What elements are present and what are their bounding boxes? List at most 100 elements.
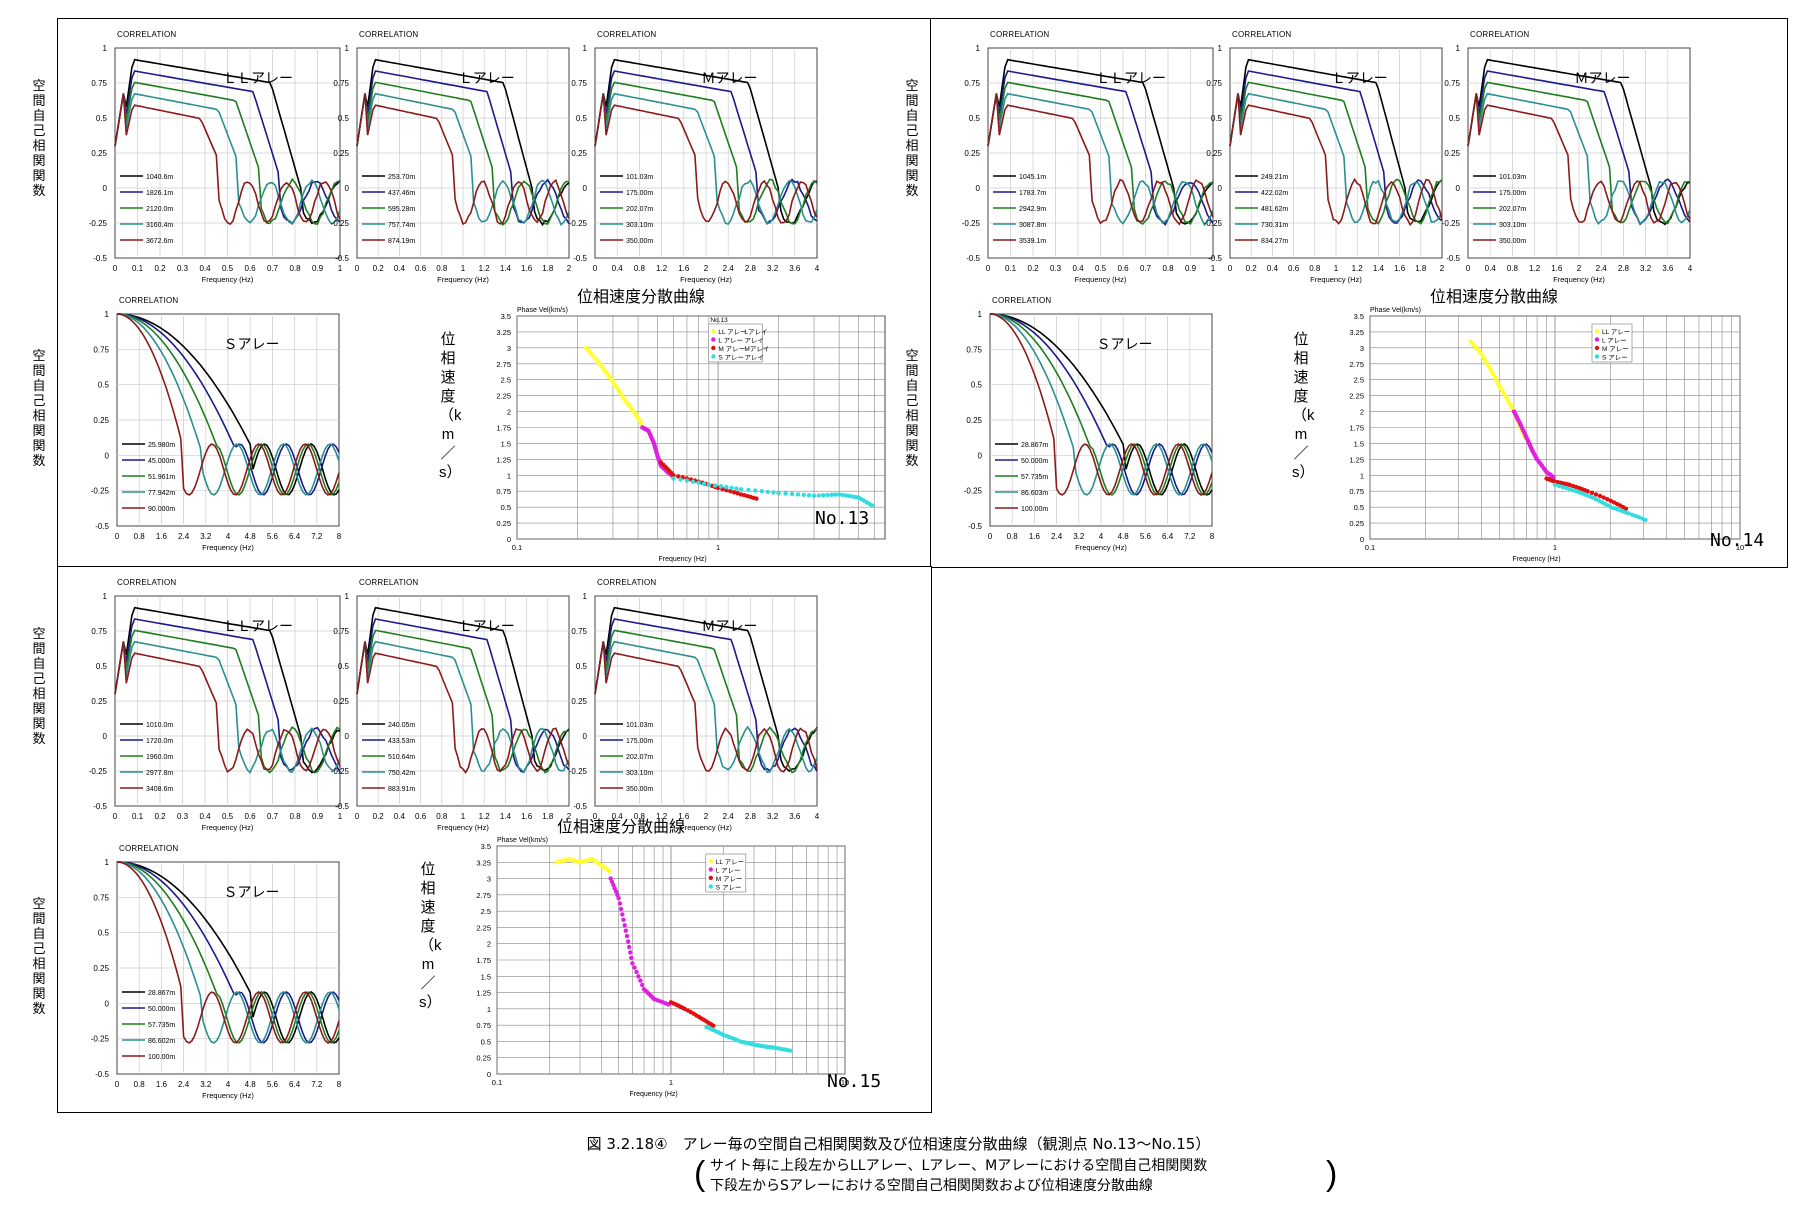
corr-xtick: 5.6 [1140,532,1152,541]
legend-entry: 101.03m [626,722,653,729]
disp-point-S [816,493,821,498]
legend-entry: 303.10m [626,222,653,229]
disp-point-M [1593,492,1599,497]
corr-curve-3 [594,92,818,226]
corr-xtick: 3.2 [767,264,779,273]
disp-point-M [1623,506,1629,511]
corr-ytick: 0.5 [96,114,108,123]
disp-legend-entry-right: アレイ [744,354,764,362]
disp-point-L [618,906,624,912]
corr-curve-3 [1467,92,1691,226]
corr-curve-3 [987,92,1214,227]
corr-xlabel: Frequency (Hz) [1075,275,1127,284]
corr-curve-4 [114,641,341,774]
disp-legend-swatch [711,354,716,359]
corr-xtick: 6.4 [289,1080,301,1089]
corr-ytick: 1 [976,44,981,53]
corr-xtick: 0.6 [415,812,427,821]
corr-curve-0 [116,861,340,1044]
legend-entry: 1045.1m [1019,174,1046,181]
corr-chart-1-2: 1 0.75 0.5 0.25 0 -0.25 -0.5 0 0.4 0.8 1.2 1.6 2 2.4 2… [1442,44,1693,284]
corr-xtick: 0 [355,264,360,273]
legend-entry: 3539.1m [1019,238,1046,245]
corr-ytick: 0.75 [1444,79,1460,88]
disp-ytick: 0.5 [481,1037,491,1046]
corr-xtick: 0.6 [1117,264,1129,273]
corr-xtick: 0.4 [1072,264,1084,273]
corr-xtick: 0.1 [132,812,144,821]
disp-point-S [1643,517,1648,523]
disp-point-L [636,974,641,979]
corr-curve-1 [114,618,341,773]
corr-xlabel: Frequency (Hz) [437,823,489,832]
corr-ytick: 0.25 [91,149,107,158]
corr-ytick: -0.25 [964,487,983,496]
corr-xtick: 1.2 [1352,264,1364,273]
corr-ytick: -0.5 [95,522,109,531]
disp-point-M [1597,493,1603,499]
corr-ytick: 0.5 [969,114,981,123]
corr-curve-4 [989,313,1213,496]
disp-legend-swatch [711,345,716,351]
corr-curve-1 [989,313,1213,496]
corr-curve-3 [114,92,341,225]
corr-xtick: 7.2 [1184,532,1196,541]
corr-curve-4 [116,313,340,496]
disp-point-L [616,895,621,901]
disp-ytick: 2.75 [496,360,511,369]
disp-xlabel: Frequency (Hz) [629,1091,677,1098]
legend-entry: 303.10m [1499,222,1526,229]
disp-legend-swatch [711,328,716,334]
corr-curve-4 [594,93,818,224]
corr-chart-0-2: 1 0.75 0.5 0.25 0 -0.25 -0.5 0 0.4 0.8 1.2 1.6 2 2.4 2… [569,44,820,284]
disp-point-S [718,484,724,489]
corr-xtick: 4 [815,812,820,821]
disp-ytick: 2.5 [481,907,491,916]
corr-ytick: -0.25 [1442,219,1461,228]
corr-label-2-1: CORRELATION [359,578,419,587]
corr-label-2-0: CORRELATION [117,578,177,587]
corr-curve-4 [356,641,570,774]
disp-point-S [738,487,744,492]
corr-chart-2-0: 1 0.75 0.5 0.25 0 -0.25 -0.5 0 0.1 0.2 0.3 0.4 0.5 0.… [89,592,343,832]
corr-title: Ｌアレー [459,70,515,86]
disp-point-L [632,965,637,970]
corr-xtick: 1.6 [521,812,533,821]
corr-ytick: 0.5 [338,114,350,123]
corr-ytick: -0.25 [569,767,588,776]
corr-curve-3 [1229,92,1443,224]
corr-xtick: 0.6 [244,812,256,821]
corr-xtick: 4 [815,264,820,273]
legend-entry: 202.07m [626,206,653,213]
corr-xtick: 3.2 [1073,532,1085,541]
disp-point-M [754,496,759,501]
corr-xtick: 3.2 [200,1080,212,1089]
disp-point-S [795,492,801,497]
disp-point-L [609,879,615,884]
disp-axis-title: Phase Vel(km/s) [1370,307,1421,314]
corr-ytick: -0.25 [1204,219,1223,228]
caption-line2: サイト毎に上段左からLLアレー、Lアレー、Mアレーにおける空間自己相関関数 [710,1158,1208,1174]
corr-xtick: 2 [704,812,709,821]
legend-entry: 50.000m [148,1006,175,1013]
disp-ytick: 2.5 [501,376,511,385]
disp-ytick: 0.75 [476,1021,491,1030]
legend-entry: 50.000m [1021,458,1048,465]
site-label-2: No.15 [827,1071,882,1092]
corr-xtick: 1.2 [479,812,491,821]
legend-entry: 874.19m [388,238,415,245]
corr-xtick: 0.6 [415,264,427,273]
corr-xtick: 1.6 [1394,264,1406,273]
corr-xtick: 2.4 [178,1080,190,1089]
corr-xtick: 2.4 [178,532,190,541]
legend-entry: 350.00m [626,238,653,245]
corr-xtick: 7.2 [311,1080,323,1089]
disp-ytick: 1.25 [1349,455,1364,464]
disp-point-L [612,886,617,891]
corr-ytick: -0.5 [573,254,587,263]
corr-xtick: 3.6 [789,812,801,821]
disp-ytick: 3.5 [1354,312,1364,321]
corr-ytick: 0.5 [98,929,110,938]
disp-ytick: 2.5 [1354,376,1364,385]
disp-xtick: 0.1 [1365,543,1375,552]
